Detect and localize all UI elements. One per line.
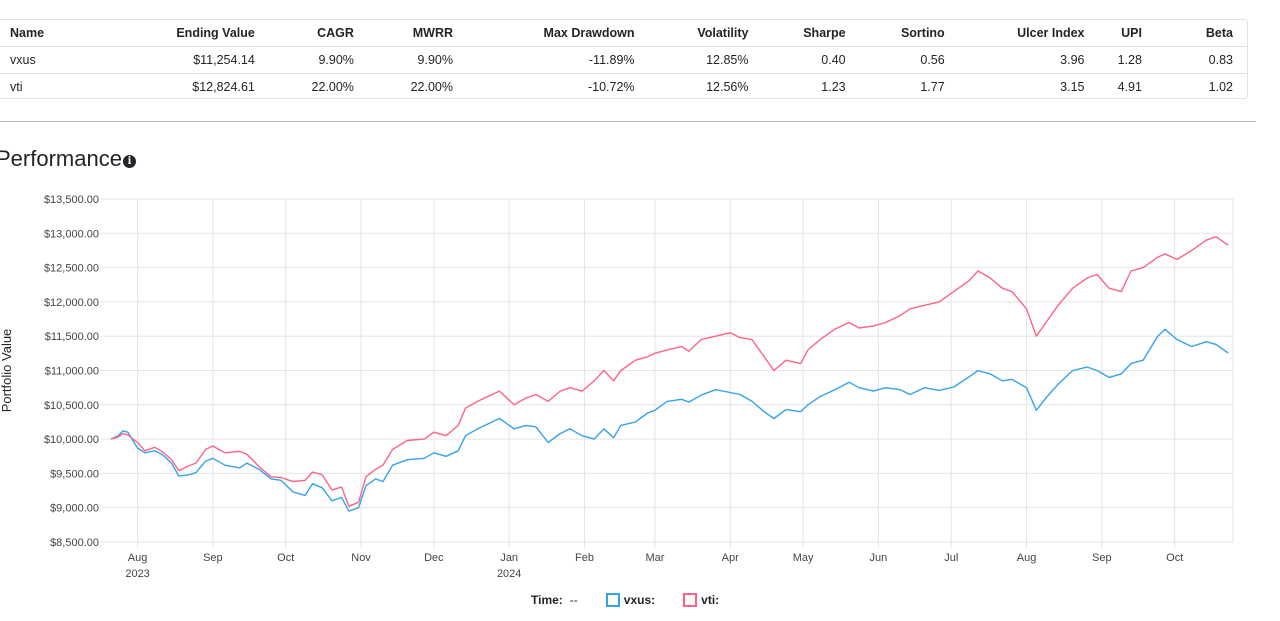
legend-label-vxus: vxus: bbox=[623, 593, 656, 607]
table-cell: $12,824.61 bbox=[192, 80, 255, 94]
x-tick-label: Dec bbox=[424, 552, 444, 564]
page-title: Performance bbox=[0, 146, 122, 171]
summary-table-card: Name Ending Value CAGR MWRR Max Drawdown Vola… bbox=[0, 19, 1248, 99]
x-tick-label: Jan bbox=[500, 552, 518, 564]
legend-time-label: Time: bbox=[531, 593, 563, 607]
y-tick-label: $10,500.00 bbox=[44, 400, 99, 412]
table-cell: 1.02 bbox=[1208, 80, 1233, 94]
x-tick-label: Feb bbox=[575, 552, 594, 564]
legend-time: Time: -- bbox=[531, 593, 578, 607]
column-header[interactable]: Sharpe bbox=[748, 20, 846, 47]
table-cell: 0.83 bbox=[1141, 46, 1247, 74]
column-header[interactable]: Beta bbox=[1141, 20, 1247, 47]
table-cell: -11.89% bbox=[453, 46, 635, 74]
legend-item-vxus[interactable]: vxus: bbox=[605, 593, 656, 607]
legend-item-vti[interactable]: vti: bbox=[683, 593, 719, 607]
x-tick-label: Aug bbox=[128, 552, 148, 564]
x-tick-label: Nov bbox=[351, 552, 371, 564]
table-cell: 3.15 bbox=[1060, 80, 1085, 94]
y-tick-label: $11,000.00 bbox=[45, 366, 99, 378]
column-header[interactable]: Max Drawdown bbox=[453, 20, 635, 47]
table-cell: 0.56 bbox=[845, 46, 945, 74]
info-circle-icon[interactable]: i bbox=[123, 155, 136, 168]
y-tick-label: $12,500.00 bbox=[44, 263, 99, 275]
table-cell: 4.91 bbox=[1117, 80, 1142, 94]
column-header[interactable]: Name bbox=[0, 20, 72, 47]
x-tick-label: Jun bbox=[870, 552, 888, 564]
x-tick-label: Jul bbox=[944, 552, 958, 564]
series-line-vxus bbox=[110, 328, 1229, 512]
section-divider bbox=[0, 121, 1256, 122]
column-header[interactable]: Ulcer Index bbox=[944, 20, 1085, 47]
y-tick-label: $12,000.00 bbox=[44, 297, 99, 309]
table-cell: 1.77 bbox=[920, 80, 945, 94]
x-tick-label: Apr bbox=[722, 552, 739, 564]
x-tick-sublabel: 2024 bbox=[497, 568, 521, 580]
chart-svg: $8,500.00 $9,000.00 $9,500.00 $10,000.00 $10… bbox=[0, 194, 1234, 580]
x-tick-label: Aug bbox=[1017, 552, 1037, 564]
performance-chart: $8,500.00 $9,000.00 $9,500.00 $10,000.00 $10… bbox=[0, 185, 1250, 590]
legend-swatch-vti bbox=[683, 593, 698, 607]
table-cell: 9.90% bbox=[353, 46, 453, 74]
table-cell: 9.90% bbox=[254, 46, 354, 74]
x-tick-label: Mar bbox=[645, 552, 664, 564]
column-header[interactable]: MWRR bbox=[353, 20, 453, 47]
table-cell: 0.40 bbox=[748, 46, 846, 74]
column-header[interactable]: CAGR bbox=[254, 20, 354, 47]
table-cell: vxus bbox=[0, 46, 72, 74]
column-header[interactable]: Volatility bbox=[634, 20, 749, 47]
table-cell: 22.00% bbox=[311, 80, 354, 94]
table-header-row: Name Ending Value CAGR MWRR Max Drawdown Vola… bbox=[0, 20, 1247, 47]
y-axis-title: Portfolio Value bbox=[0, 329, 14, 413]
y-tick-label: $9,000.00 bbox=[50, 503, 99, 515]
table-row: vti $12,824.61 22.00% 22.00% -10.72% 12.56% 1.… bbox=[0, 74, 1247, 101]
x-tick-label: Oct bbox=[1166, 552, 1183, 564]
y-tick-label: $10,000.00 bbox=[44, 434, 99, 446]
legend-time-value: -- bbox=[569, 593, 578, 607]
x-tick-label: Oct bbox=[277, 552, 294, 564]
column-header[interactable]: Sortino bbox=[845, 20, 945, 47]
y-tick-label: $13,000.00 bbox=[44, 228, 99, 240]
y-tick-label: $8,500.00 bbox=[50, 537, 99, 549]
table-body: vxus $11,254.14 9.90% 9.90% -11.89% 12.85% 0.4… bbox=[0, 46, 1247, 101]
x-tick-label: Sep bbox=[203, 552, 223, 564]
table-row: vxus $11,254.14 9.90% 9.90% -11.89% 12.85% 0.4… bbox=[0, 46, 1247, 74]
x-tick-label: May bbox=[793, 552, 814, 564]
table-cell: 12.56% bbox=[706, 80, 749, 94]
column-header[interactable]: UPI bbox=[1084, 20, 1142, 47]
table-cell: 1.23 bbox=[821, 80, 846, 94]
column-header[interactable]: Ending Value bbox=[71, 20, 255, 47]
x-tick-sublabel: 2023 bbox=[125, 568, 149, 580]
legend-swatch-vxus bbox=[605, 593, 620, 607]
table-cell: 22.00% bbox=[410, 80, 453, 94]
table-cell: 1.28 bbox=[1084, 46, 1142, 74]
x-tick-label: Sep bbox=[1092, 552, 1112, 564]
legend-label-vti: vti: bbox=[701, 593, 720, 607]
series-line-vti bbox=[110, 236, 1229, 507]
table-cell: 12.85% bbox=[634, 46, 749, 74]
table-cell: -10.72% bbox=[587, 80, 635, 94]
chart-legend: Time: -- vxus: vti: bbox=[531, 593, 747, 607]
summary-table: Name Ending Value CAGR MWRR Max Drawdown Vola… bbox=[0, 20, 1247, 100]
y-tick-label: $9,500.00 bbox=[50, 468, 99, 480]
table-cell: vti bbox=[10, 80, 23, 94]
table-cell: 3.96 bbox=[944, 46, 1085, 74]
table-cell: $11,254.14 bbox=[71, 46, 255, 74]
y-tick-label: $11,500.00 bbox=[45, 331, 99, 343]
y-tick-label: $13,500.00 bbox=[44, 194, 99, 206]
